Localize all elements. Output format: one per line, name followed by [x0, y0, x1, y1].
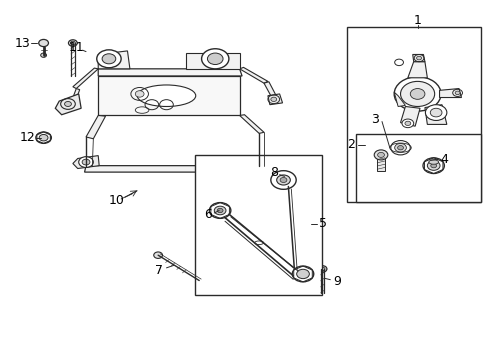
Polygon shape [84, 166, 261, 172]
Circle shape [70, 41, 75, 45]
Circle shape [270, 171, 296, 189]
Polygon shape [55, 94, 81, 115]
Circle shape [36, 132, 51, 143]
Circle shape [256, 161, 263, 166]
Circle shape [207, 53, 223, 64]
Circle shape [393, 77, 440, 111]
Polygon shape [239, 115, 264, 134]
Circle shape [97, 50, 121, 68]
Polygon shape [439, 89, 461, 98]
Polygon shape [424, 105, 446, 125]
Circle shape [270, 97, 276, 102]
Circle shape [280, 177, 286, 183]
Circle shape [39, 40, 48, 46]
Polygon shape [400, 107, 419, 126]
Text: 12: 12 [20, 131, 35, 144]
Polygon shape [98, 51, 130, 69]
Text: 10: 10 [109, 194, 124, 207]
Circle shape [102, 54, 116, 64]
Circle shape [377, 152, 384, 157]
Polygon shape [185, 53, 239, 69]
Polygon shape [393, 92, 405, 107]
Circle shape [253, 159, 266, 169]
Text: 11: 11 [68, 41, 84, 54]
Circle shape [373, 150, 387, 160]
Polygon shape [407, 62, 427, 78]
Circle shape [397, 145, 403, 150]
Text: 13: 13 [15, 36, 30, 50]
Circle shape [39, 134, 48, 141]
Text: 9: 9 [332, 275, 341, 288]
Bar [194, 155, 321, 296]
Polygon shape [73, 156, 99, 168]
Circle shape [422, 158, 444, 174]
Polygon shape [267, 94, 282, 105]
Circle shape [79, 157, 93, 167]
Circle shape [401, 119, 413, 128]
Polygon shape [249, 158, 272, 170]
Circle shape [201, 49, 228, 69]
Circle shape [427, 161, 439, 170]
Polygon shape [98, 76, 239, 116]
Polygon shape [98, 69, 242, 76]
Bar [346, 27, 480, 202]
Circle shape [82, 159, 90, 165]
Text: 2: 2 [346, 138, 354, 151]
Circle shape [429, 108, 441, 117]
Ellipse shape [137, 85, 195, 107]
Bar [376, 157, 384, 171]
Polygon shape [86, 116, 105, 139]
Circle shape [296, 269, 309, 279]
Polygon shape [412, 54, 424, 62]
Circle shape [209, 203, 230, 219]
Circle shape [217, 208, 223, 213]
Polygon shape [69, 89, 80, 109]
Text: 6: 6 [203, 208, 211, 221]
Text: 1: 1 [413, 14, 421, 27]
Circle shape [318, 266, 326, 272]
Circle shape [135, 91, 144, 97]
Circle shape [425, 105, 446, 121]
Circle shape [454, 91, 459, 95]
Circle shape [292, 266, 313, 282]
Text: 3: 3 [370, 113, 378, 126]
Circle shape [276, 175, 290, 185]
Bar [355, 134, 480, 202]
Text: 4: 4 [440, 153, 447, 166]
Text: 8: 8 [269, 166, 277, 179]
Ellipse shape [428, 160, 438, 164]
Text: 7: 7 [155, 264, 163, 277]
Circle shape [394, 143, 406, 152]
Circle shape [68, 40, 77, 46]
Circle shape [214, 206, 225, 215]
Polygon shape [239, 67, 267, 83]
Circle shape [41, 53, 46, 57]
Circle shape [153, 252, 162, 258]
Polygon shape [73, 68, 98, 89]
Circle shape [390, 140, 409, 155]
Text: 5: 5 [318, 217, 326, 230]
Polygon shape [264, 82, 278, 101]
Circle shape [416, 56, 421, 60]
Circle shape [400, 81, 434, 107]
Circle shape [320, 267, 325, 271]
Circle shape [64, 102, 71, 107]
Circle shape [409, 89, 424, 99]
Circle shape [404, 121, 410, 126]
Circle shape [430, 163, 436, 168]
